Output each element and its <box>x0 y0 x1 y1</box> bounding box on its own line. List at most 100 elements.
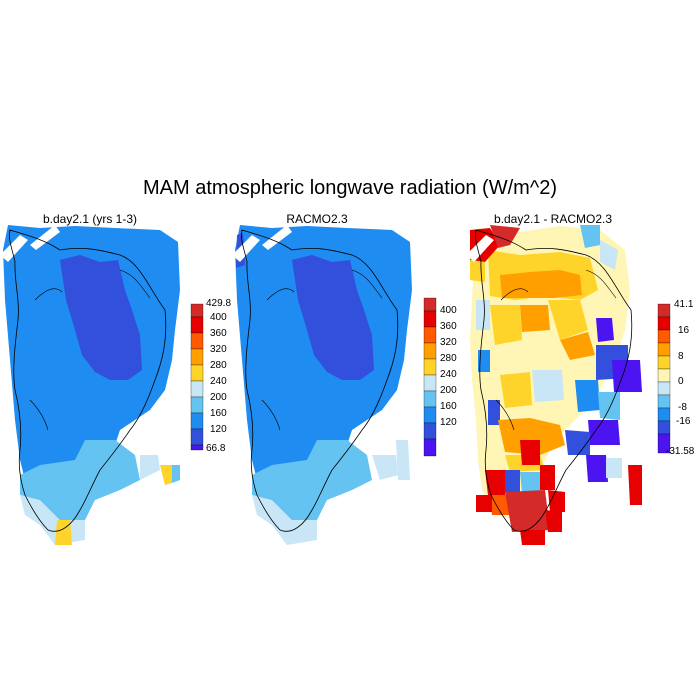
panel-2-colorbar <box>423 297 437 457</box>
colorbar-bin <box>657 329 671 344</box>
colorbar-bin <box>657 407 671 422</box>
field-cell-map <box>500 270 582 298</box>
colorbar-label: 360 <box>440 321 457 332</box>
colorbar-label: 240 <box>440 369 457 380</box>
field-cell-map <box>490 305 522 345</box>
colorbar-label: -16 <box>676 416 691 427</box>
field-cell-map <box>30 225 60 250</box>
field-cell-map <box>252 495 317 545</box>
field-cell-map <box>172 465 180 483</box>
panel-2-map <box>232 225 412 545</box>
field-cell-map <box>235 225 412 530</box>
field-cell-map <box>490 225 520 248</box>
coastline <box>9 229 167 532</box>
field-cell-map <box>520 530 545 545</box>
colorbar-bin <box>657 433 671 454</box>
colorbar-bin <box>657 316 671 331</box>
colorbar-bin <box>190 396 204 414</box>
colorbar-label: -8 <box>678 402 687 413</box>
colorbar-bin <box>657 420 671 435</box>
field-cell-map <box>60 255 142 380</box>
field-cell-map <box>252 440 372 520</box>
colorbar-bin <box>423 374 437 392</box>
field-cell-map <box>0 235 28 262</box>
field-cell-map <box>565 430 590 455</box>
panel-1-map <box>0 225 180 545</box>
colorbar-bin <box>423 390 437 408</box>
colorbar-bin <box>657 303 671 318</box>
field-cell-map <box>485 470 505 495</box>
field-cell-map <box>488 400 500 425</box>
colorbar-bin <box>190 348 204 366</box>
field-cell-map <box>476 300 490 330</box>
field-cell-map <box>580 225 600 248</box>
colorbar-bin <box>423 422 437 440</box>
colorbar-label: 41.1 <box>674 299 694 310</box>
panel-3-colorbar <box>657 303 671 454</box>
field-cell-map <box>588 420 620 445</box>
colorbar-label: 200 <box>210 392 227 403</box>
colorbar-bin <box>190 412 204 430</box>
field-cell-map <box>55 520 72 545</box>
coastline <box>241 229 399 532</box>
colorbar-bin <box>423 297 437 312</box>
field-cell-map <box>545 510 562 532</box>
colorbar-label: 66.8 <box>206 443 226 454</box>
field-cell-map <box>612 360 642 392</box>
panel-1-colorbar <box>190 303 204 451</box>
field-cell-map <box>3 225 180 530</box>
field-cell-map <box>540 465 555 490</box>
field-cell-map <box>586 455 608 482</box>
field-cell-map <box>140 455 160 480</box>
coastline <box>29 269 151 431</box>
field-cell-map <box>292 255 374 380</box>
colorbar-label: 8 <box>678 351 684 362</box>
panel-1-title: b.day2.1 (yrs 1-3) <box>42 212 138 226</box>
colorbar-label: 120 <box>440 417 457 428</box>
field-cell-map <box>505 490 550 532</box>
field-cell-map <box>470 260 485 282</box>
colorbar-label: 160 <box>210 408 227 419</box>
colorbar-label: 120 <box>210 424 227 435</box>
colorbar-label: 429.8 <box>206 298 232 309</box>
colorbar-bin <box>190 303 204 318</box>
field-cell-map <box>20 440 140 520</box>
colorbar-bin <box>423 310 437 328</box>
colorbar-bin <box>423 438 437 457</box>
colorbar-label: 0 <box>678 376 684 387</box>
coastline <box>475 229 633 532</box>
field-cell-map <box>628 465 642 505</box>
colorbar-bin <box>423 406 437 424</box>
panel-3-map <box>466 225 642 545</box>
field-cell-map <box>500 372 532 408</box>
colorbar-label: 320 <box>210 344 227 355</box>
field-cell-map <box>600 240 618 270</box>
colorbar-label: 280 <box>440 353 457 364</box>
field-cell-map <box>372 455 398 480</box>
field-cell-map <box>520 472 540 492</box>
colorbar-bin <box>657 342 671 357</box>
colorbar-label: 200 <box>440 385 457 396</box>
colorbar-label: 240 <box>210 376 227 387</box>
field-cell-map <box>160 465 172 485</box>
field-cell-map <box>598 392 620 420</box>
colorbar-label: 360 <box>210 328 227 339</box>
colorbar-bin <box>657 368 671 383</box>
field-cell-map <box>478 350 490 372</box>
colorbar-bin <box>423 342 437 360</box>
field-cell-map <box>606 458 622 478</box>
colorbar-bin <box>190 316 204 334</box>
field-cell-map <box>396 440 410 480</box>
field-cell-map <box>575 380 600 412</box>
field-cell-map <box>476 495 492 512</box>
field-cell-map <box>520 440 540 465</box>
colorbar-label: -31.58 <box>666 446 695 457</box>
panel-2-title: RACMO2.3 <box>286 212 348 226</box>
field-cell-map <box>466 235 494 262</box>
colorbar-label: 400 <box>210 312 227 323</box>
field-cell-map <box>262 225 292 250</box>
field-cell-map <box>532 370 564 402</box>
field-cell-map <box>548 490 565 512</box>
colorbar-bin <box>190 444 204 451</box>
